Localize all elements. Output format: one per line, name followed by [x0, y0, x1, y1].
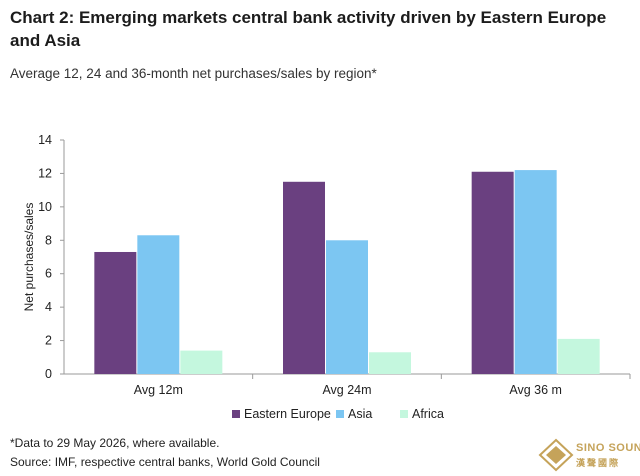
watermark-text-cn: 漢聲國際: [576, 458, 621, 468]
legend-label: Eastern Europe: [244, 407, 331, 421]
legend-label: Asia: [348, 407, 372, 421]
bar-asia: [514, 170, 557, 374]
legend-label: Africa: [412, 407, 444, 421]
legend-swatch: [336, 410, 344, 418]
y-tick-label: 14: [38, 133, 52, 147]
bar-eastern-europe: [283, 181, 325, 374]
legend-swatch: [400, 410, 408, 418]
chart-bars: [94, 170, 600, 374]
bar-asia: [326, 240, 368, 374]
y-tick-label: 2: [45, 334, 52, 348]
legend-swatch: [232, 410, 240, 418]
y-tick-label: 10: [38, 200, 52, 214]
bar-asia: [137, 235, 180, 374]
bar-eastern-europe: [94, 251, 137, 374]
bar-eastern-europe: [471, 171, 514, 374]
chart-axes: 0 2 4 6 8 10 12 14 Net purchases/sales Avg 12m Avg…: [22, 133, 631, 397]
y-tick-label: 6: [45, 267, 52, 281]
watermark-text-en: SINO SOUND: [576, 442, 640, 454]
footnote: *Data to 29 May 2026, where available.: [10, 436, 220, 450]
y-tick-label: 8: [45, 233, 52, 247]
chart-title: Chart 2: Emerging markets central bank a…: [10, 8, 607, 50]
bar-africa: [557, 338, 600, 374]
y-tick-label: 4: [45, 300, 52, 314]
gold-bar-logo-icon: [538, 438, 574, 472]
chart-subtitle: Average 12, 24 and 36-month net purchase…: [10, 66, 377, 81]
bar-africa: [369, 352, 411, 374]
x-tick-label: Avg 12m: [134, 383, 183, 397]
bar-africa: [180, 350, 223, 374]
chart-legend: Eastern Europe Asia Africa: [232, 407, 444, 421]
watermark-logo: SINO SOUND 漢聲國際: [538, 438, 640, 472]
x-tick-label: Avg 36 m: [509, 383, 562, 397]
x-tick-label: Avg 24m: [322, 383, 371, 397]
y-tick-label: 0: [45, 367, 52, 381]
source-note: Source: IMF, respective central banks, W…: [10, 455, 320, 469]
y-axis-title: Net purchases/sales: [22, 203, 36, 312]
y-tick-label: 12: [38, 166, 52, 180]
